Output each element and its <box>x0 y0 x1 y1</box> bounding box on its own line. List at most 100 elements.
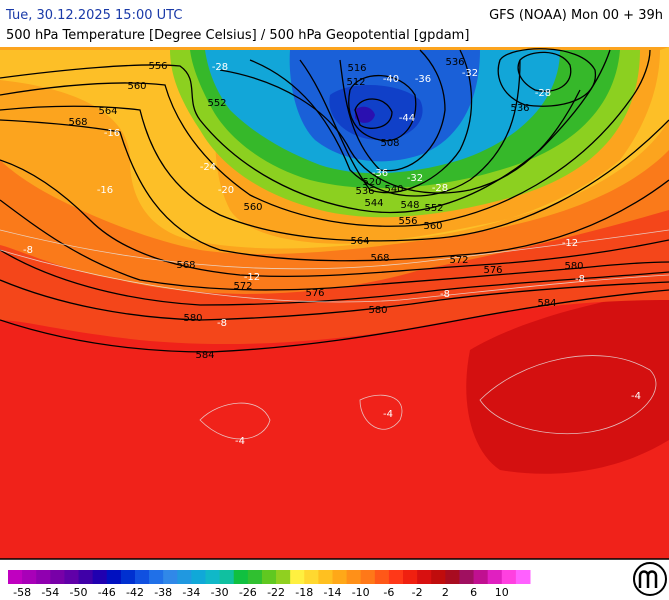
colorbar-swatch <box>276 570 291 584</box>
temperature-label: -8 <box>23 245 33 256</box>
colorbar-swatch <box>388 570 404 584</box>
colorbar-swatch <box>374 570 390 584</box>
temperature-label: -4 <box>383 409 393 420</box>
colorbar: -58 -54 -50 -46 -42 -38 -34 -30 -26 -22 -18 -14 -10-… <box>8 570 531 599</box>
colorbar-swatch <box>445 570 460 584</box>
colorbar-swatch <box>50 570 65 584</box>
geopotential-label: 580 <box>183 313 202 324</box>
geopotential-label: 548 <box>400 200 419 211</box>
colorbar-swatch <box>304 570 319 584</box>
colorbar-swatch <box>290 570 305 584</box>
header-date: Tue, 30.12.2025 15:00 UTC <box>5 8 182 23</box>
geopotential-label: 508 <box>380 138 399 149</box>
colorbar-swatch <box>473 570 489 584</box>
temperature-label: -8 <box>217 318 227 329</box>
geopotential-label: 552 <box>424 203 443 214</box>
temperature-label: -20 <box>218 185 234 196</box>
colorbar-swatch <box>417 570 432 584</box>
colorbar-swatch <box>205 570 221 584</box>
temperature-label: -28 <box>432 183 448 194</box>
temperature-label: -4 <box>235 436 245 447</box>
colorbar-swatch <box>36 570 51 584</box>
colorbar-tick-label: -50 <box>70 586 88 599</box>
colorbar-swatch <box>261 570 277 584</box>
geopotential-label: 520 <box>362 177 381 188</box>
header-model: GFS (NOAA) Mon 00 + 39h <box>489 8 663 23</box>
geopotential-contours <box>0 48 669 353</box>
geopotential-label: 560 <box>127 81 146 92</box>
geopotential-label: 580 <box>368 305 387 316</box>
temperature-label: -8 <box>575 274 585 285</box>
geopotential-label: 540 <box>384 184 403 195</box>
colorbar-swatch <box>8 570 23 584</box>
colorbar-swatch <box>360 570 376 584</box>
colorbar-swatch <box>318 570 333 584</box>
geopotential-label: 584 <box>537 298 556 309</box>
geopotential-label: 568 <box>68 117 87 128</box>
temperature-label: -12 <box>244 272 260 283</box>
colorbar-tick-label: 6 <box>470 586 477 599</box>
colorbar-swatch <box>233 570 249 584</box>
colorbar-swatch <box>346 570 362 584</box>
colorbar-tick-label: -58 <box>13 586 31 599</box>
temperature-label: -4 <box>631 391 641 402</box>
colorbar-swatch <box>247 570 263 584</box>
temperature-label: -32 <box>462 68 478 79</box>
geopotential-label: 564 <box>350 236 369 247</box>
geopotential-label: 576 <box>483 265 502 276</box>
colorbar-tick-label: -42 <box>126 586 144 599</box>
geopotential-label: 572 <box>449 255 468 266</box>
colorbar-swatch <box>403 570 418 584</box>
colorbar-swatch <box>177 570 192 584</box>
colorbar-tick-label: -46 <box>98 586 116 599</box>
geopotential-label: 572 <box>233 281 252 292</box>
geopotential-label: 516 <box>347 63 366 74</box>
geopotential-label: 556 <box>398 216 417 227</box>
geopotential-label: 564 <box>98 106 117 117</box>
geopotential-label: 568 <box>370 253 389 264</box>
colorbar-tick-label: 10 <box>495 586 509 599</box>
colorbar-swatch <box>459 570 475 584</box>
geopotential-label: 560 <box>423 221 442 232</box>
header-subtitle: 500 hPa Temperature [Degree Celsius] / 5… <box>6 28 469 43</box>
geopotential-label: 584 <box>195 350 214 361</box>
geopotential-label: 536 <box>355 186 374 197</box>
colorbar-swatch <box>219 570 235 584</box>
temperature-label: -36 <box>415 74 431 85</box>
colorbar-tick-label: -38 <box>154 586 172 599</box>
colorbar-swatch <box>92 570 108 584</box>
temperature-label: -12 <box>562 238 578 249</box>
geopotential-label: 576 <box>305 288 324 299</box>
colorbar-swatch <box>501 570 517 584</box>
temperature-label: -40 <box>383 74 399 85</box>
colorbar-tick-label: -6 <box>383 586 394 599</box>
colorbar-tick-label: -34 <box>182 586 200 599</box>
colorbar-swatch <box>332 570 348 584</box>
colorbar-swatch <box>163 570 178 584</box>
colorbar-swatch <box>431 570 446 584</box>
geopotential-label: 556 <box>148 61 167 72</box>
colorbar-tick-label: -22 <box>267 586 285 599</box>
colorbar-tick-label: -30 <box>211 586 229 599</box>
temperature-label: -28 <box>212 62 228 73</box>
geopotential-label: 568 <box>176 260 195 271</box>
temperature-label: -8 <box>440 289 450 300</box>
geopotential-label: 536 <box>445 57 464 68</box>
logo <box>633 562 667 596</box>
temperature-label: -16 <box>104 128 120 139</box>
colorbar-tick-label: -26 <box>239 586 257 599</box>
colorbar-tick-label: -14 <box>324 586 342 599</box>
geopotential-label: 552 <box>207 98 226 109</box>
colorbar-swatch <box>149 570 164 584</box>
colorbar-tick-label: -54 <box>41 586 59 599</box>
colorbar-swatch <box>78 570 94 584</box>
temperature-label: -24 <box>200 162 216 173</box>
temperature-label: -36 <box>372 168 388 179</box>
geopotential-label: 536 <box>510 103 529 114</box>
temperature-label: -16 <box>97 185 113 196</box>
geopotential-label: 560 <box>243 202 262 213</box>
colorbar-swatch <box>515 570 531 584</box>
colorbar-swatch <box>64 570 80 584</box>
